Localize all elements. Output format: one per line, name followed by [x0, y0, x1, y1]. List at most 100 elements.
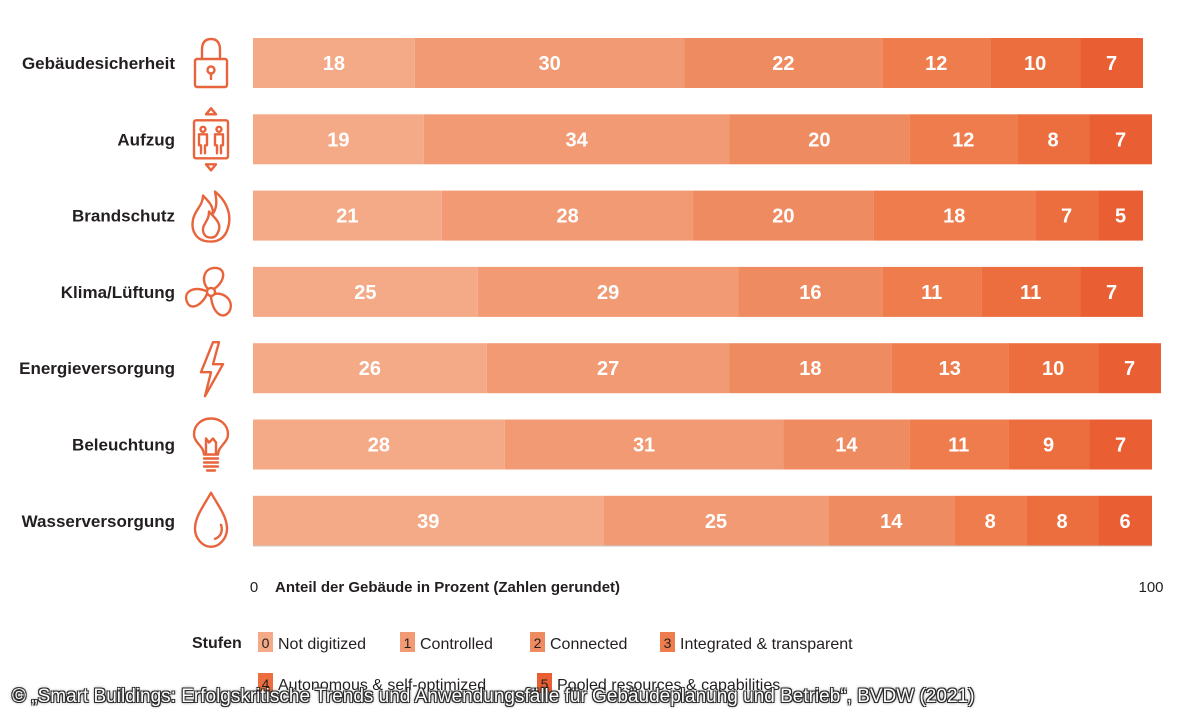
bar-segment-1-2: [729, 114, 910, 165]
bar-value-label-2-2: 20: [772, 206, 794, 228]
bar-value-label-4-2: 18: [799, 358, 821, 380]
bar-segment-5-1: [504, 419, 784, 470]
x-tick-max: 100: [1138, 579, 1163, 596]
bar-value-label-4-5: 7: [1124, 358, 1135, 380]
bar-value-label-2-5: 5: [1115, 206, 1126, 228]
bar-value-label-4-1: 27: [597, 358, 619, 380]
legend-level-1: 1: [404, 635, 412, 651]
bar-segment-6-0: [253, 495, 604, 546]
bar-value-label-3-4: 11: [1020, 282, 1041, 304]
bar-value-label-5-2: 14: [835, 435, 858, 457]
bar-segment-0-1: [414, 38, 685, 88]
legend-label-2: Connected: [550, 636, 627, 653]
legend-label-5: Pooled resources & capabilities: [557, 677, 780, 694]
bar-segment-1-0: [253, 114, 424, 165]
bar-segment-5-2: [783, 419, 910, 470]
category-label-6: Wasserversorgung: [22, 512, 175, 531]
bar-segment-4-5: [1098, 343, 1161, 394]
bar-value-label-1-2: 20: [808, 129, 830, 151]
legend-label-4: Autonomous & self-optimized: [278, 677, 486, 694]
bar-value-label-1-4: 8: [1048, 129, 1059, 151]
bar-segment-4-2: [729, 343, 892, 394]
flame-icon: [191, 190, 231, 243]
bar-segment-6-1: [603, 495, 829, 546]
elevator-icon: [192, 107, 230, 172]
legend-level-2: 2: [534, 635, 542, 651]
legend-label-1: Controlled: [420, 636, 493, 653]
legend-level-5: 5: [541, 676, 549, 692]
legend-level-3: 3: [664, 635, 672, 651]
bar-value-label-1-0: 19: [327, 129, 349, 151]
bar-segment-2-5: [1098, 190, 1144, 241]
bar-segment-4-1: [486, 343, 730, 394]
bar-segment-3-1: [477, 266, 739, 317]
copyright-notice: © „Smart Buildings: Erfolgskritische Tre…: [12, 686, 975, 707]
bar-value-label-6-1: 25: [705, 511, 727, 533]
lightning-icon: [199, 341, 225, 398]
bar-segment-1-5: [1089, 114, 1152, 165]
bar-value-label-4-0: 26: [359, 358, 381, 380]
bar-segment-2-2: [693, 190, 874, 241]
legend-swatch-5: [537, 673, 552, 693]
category-label-0: Gebäudesicherheit: [22, 54, 175, 73]
bar-value-label-0-4: 10: [1024, 53, 1046, 75]
legend-level-0: 0: [262, 635, 270, 651]
bar-segment-0-0: [253, 38, 415, 88]
padlock-icon: [193, 37, 229, 89]
bar-value-label-5-1: 31: [633, 435, 655, 457]
bar-value-label-5-5: 7: [1115, 435, 1126, 457]
bar-value-label-0-1: 30: [539, 53, 561, 75]
bar-value-label-5-3: 11: [948, 435, 969, 457]
bar-value-label-0-3: 12: [925, 53, 947, 75]
bar-segment-0-4: [990, 38, 1081, 88]
bar-segment-3-0: [253, 266, 478, 317]
bar-value-label-1-5: 7: [1115, 129, 1126, 151]
bar-value-label-3-5: 7: [1106, 282, 1117, 304]
bar-segment-3-5: [1080, 266, 1144, 317]
legend-swatch-1: [400, 632, 415, 652]
legend-label-0: Not digitized: [278, 636, 366, 653]
legend-title: Stufen: [192, 635, 242, 652]
lightbulb-icon: [192, 417, 230, 472]
bar-segment-2-1: [441, 190, 694, 241]
bar-segment-3-3: [882, 266, 982, 317]
x-axis-title: Anteil der Gebäude in Prozent (Zahlen ge…: [275, 579, 620, 596]
fan-icon: [184, 266, 232, 317]
bar-value-label-3-2: 16: [799, 282, 821, 304]
bar-value-label-6-0: 39: [417, 511, 439, 533]
legend-swatch-2: [530, 632, 545, 652]
bar-value-label-6-4: 8: [1057, 511, 1068, 533]
bar-segment-4-4: [1008, 343, 1099, 394]
bar-segment-4-3: [891, 343, 1009, 394]
bar-value-label-6-2: 14: [880, 511, 903, 533]
bar-segment-6-5: [1098, 495, 1152, 546]
bar-segment-3-4: [981, 266, 1081, 317]
bar-segment-6-2: [828, 495, 955, 546]
bar-value-label-4-4: 10: [1042, 358, 1064, 380]
bar-value-label-1-1: 34: [566, 129, 589, 151]
x-tick-min: 0: [250, 579, 258, 596]
bar-segment-1-4: [1017, 114, 1090, 165]
bar-segment-1-3: [909, 114, 1018, 165]
category-label-3: Klima/Lüftung: [61, 283, 175, 302]
category-label-4: Energieversorgung: [19, 359, 175, 378]
legend-label-3: Integrated & transparent: [680, 636, 853, 653]
legend-level-4: 4: [262, 676, 270, 692]
bar-value-label-3-3: 11: [921, 282, 942, 304]
bar-value-label-4-3: 13: [939, 358, 961, 380]
category-label-2: Brandschutz: [72, 207, 175, 226]
bar-value-label-3-1: 29: [597, 282, 619, 304]
bar-segment-5-4: [1008, 419, 1090, 470]
bar-segment-0-5: [1080, 38, 1144, 88]
bar-value-label-2-3: 18: [943, 206, 965, 228]
bar-segment-6-3: [954, 495, 1027, 546]
bar-value-label-0-0: 18: [323, 53, 345, 75]
legend-swatch-0: [258, 632, 273, 652]
legend-swatch-4: [258, 673, 273, 693]
bar-value-label-2-1: 28: [557, 206, 579, 228]
bar-value-label-6-5: 6: [1119, 511, 1130, 533]
bar-segment-0-2: [684, 38, 883, 88]
bar-segment-4-0: [253, 343, 487, 394]
bar-segment-2-3: [873, 190, 1036, 241]
